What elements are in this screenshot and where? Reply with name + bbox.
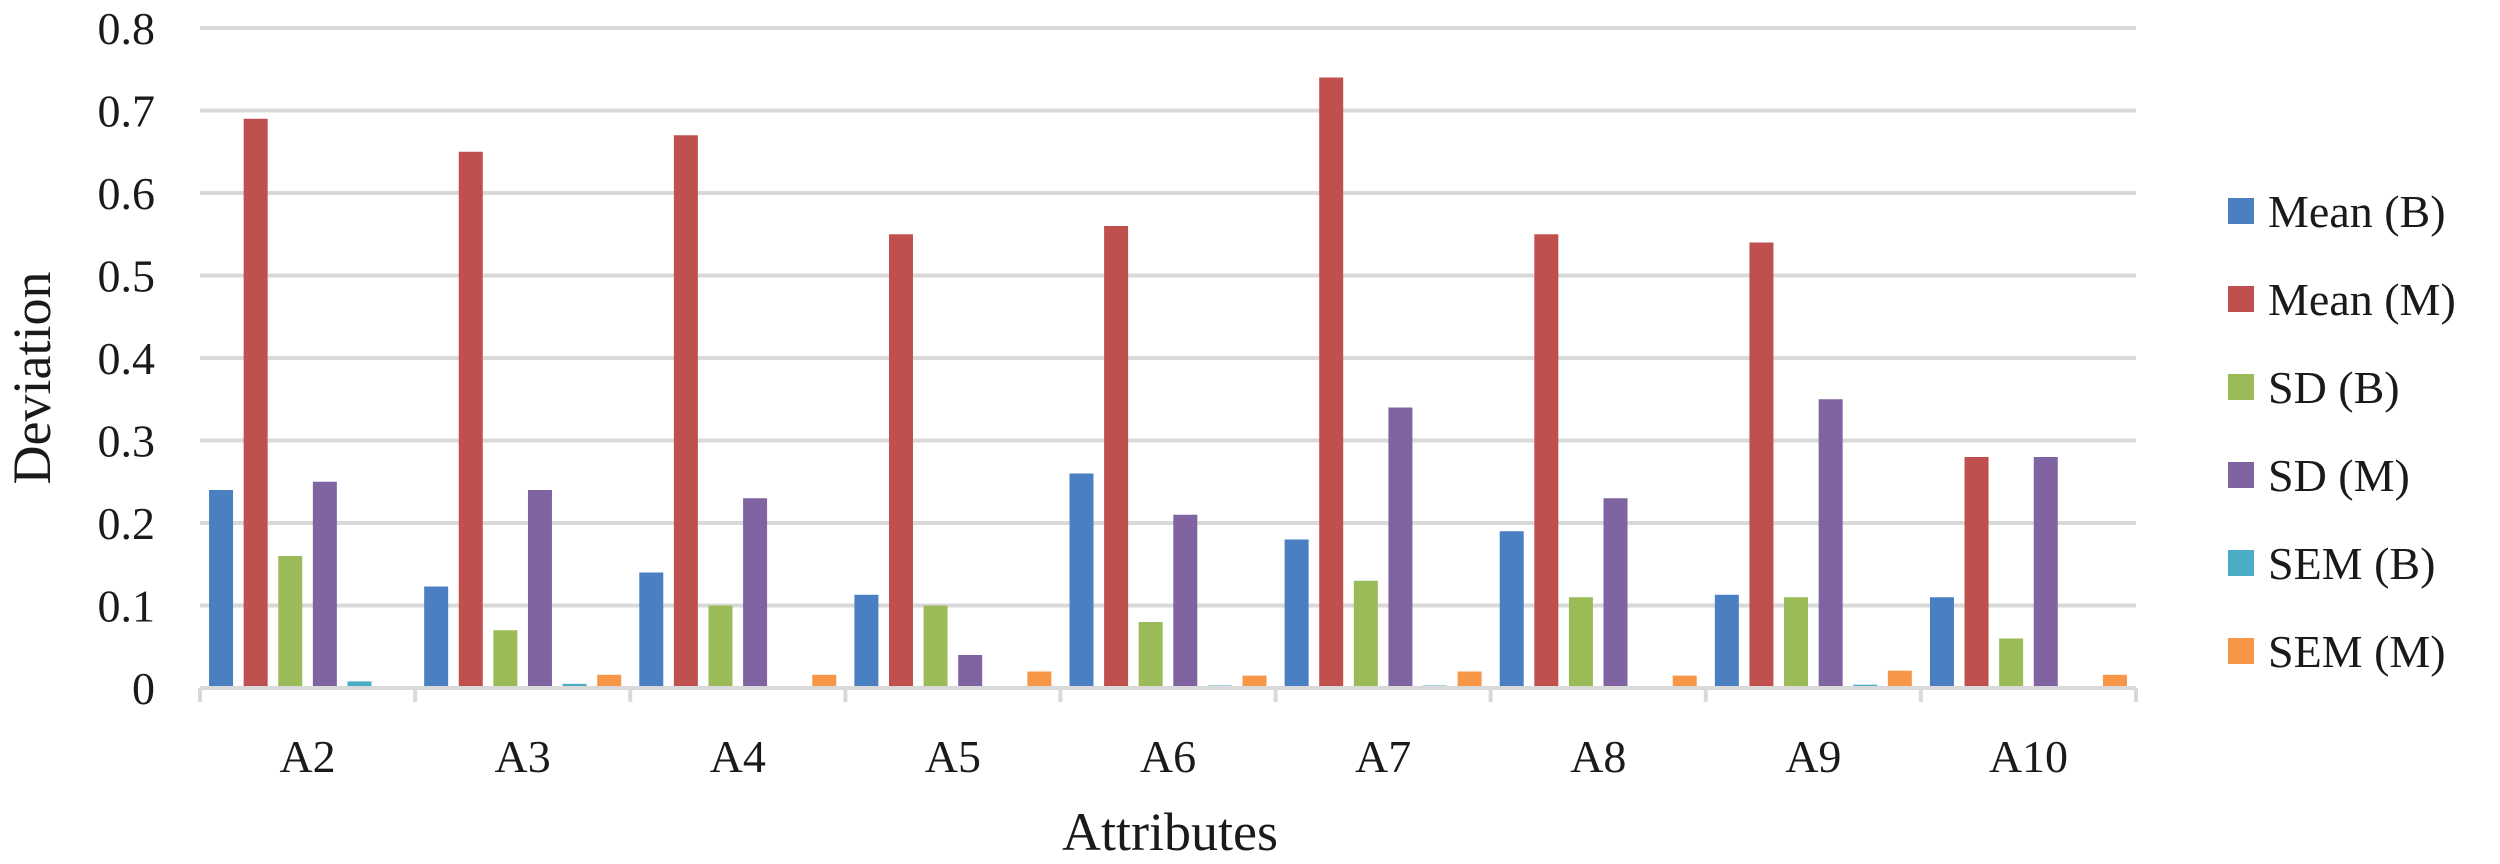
bar — [708, 605, 733, 688]
y-axis-ticks: 0 0.1 0.2 0.3 0.4 0.5 0.6 0.7 0.8 — [98, 3, 156, 714]
bar — [458, 151, 483, 688]
legend-label: SEM (B) — [2268, 538, 2435, 589]
legend-label: Mean (M) — [2268, 274, 2456, 325]
bar — [243, 118, 268, 688]
y-tick-label: 0 — [132, 663, 155, 714]
x-tick-label: A4 — [710, 731, 766, 782]
bar — [1929, 597, 1954, 688]
bar — [1457, 671, 1482, 688]
bar — [1499, 531, 1524, 688]
bar — [1069, 473, 1094, 688]
x-tick-label: A5 — [925, 731, 981, 782]
bar — [1964, 457, 1989, 688]
bars — [209, 77, 2127, 688]
bar — [1534, 234, 1559, 688]
legend-label: SD (B) — [2268, 362, 2400, 413]
x-tick-label: A7 — [1355, 731, 1411, 782]
bar — [347, 681, 372, 688]
bar — [1242, 675, 1267, 688]
bar — [1138, 622, 1163, 688]
x-axis — [198, 686, 2138, 702]
y-tick-label: 0.3 — [98, 416, 156, 467]
bar — [1027, 671, 1052, 688]
bar — [424, 586, 449, 688]
x-tick-label: A6 — [1140, 731, 1196, 782]
bar — [1388, 407, 1413, 688]
bar — [958, 655, 983, 688]
legend-label: SD (M) — [2268, 450, 2410, 501]
x-tick-label: A2 — [279, 731, 335, 782]
y-tick-label: 0.1 — [98, 581, 156, 632]
legend: Mean (B) Mean (M) SD (B) SD (M) SEM (B) SEM (… — [2228, 186, 2456, 677]
gridlines — [200, 26, 2136, 608]
bar — [1784, 597, 1809, 688]
legend-label: SEM (M) — [2268, 626, 2446, 677]
bar — [1672, 675, 1697, 688]
bar — [527, 490, 552, 688]
legend-swatch — [2228, 462, 2254, 488]
y-tick-label: 0.2 — [98, 498, 156, 549]
bar — [1568, 597, 1593, 688]
bar — [1818, 399, 1843, 688]
y-tick-label: 0.8 — [98, 3, 156, 54]
bar — [854, 594, 879, 688]
bar — [639, 572, 664, 688]
bar — [743, 498, 768, 688]
bar — [562, 683, 587, 688]
bar — [2033, 457, 2058, 688]
bar — [1284, 539, 1309, 688]
bar — [923, 605, 948, 688]
bar — [597, 674, 622, 688]
bar — [1319, 77, 1344, 688]
bar — [2102, 674, 2127, 688]
legend-label: Mean (B) — [2268, 186, 2446, 237]
legend-swatch — [2228, 198, 2254, 224]
bar — [1714, 594, 1739, 688]
bar — [1173, 514, 1198, 688]
x-tick-label: A10 — [1989, 731, 2068, 782]
bar — [1104, 226, 1129, 688]
bar — [312, 481, 337, 688]
bar — [493, 630, 518, 688]
x-tick-label: A3 — [495, 731, 551, 782]
legend-swatch — [2228, 374, 2254, 400]
bar — [812, 674, 837, 688]
y-tick-label: 0.6 — [98, 168, 156, 219]
legend-swatch — [2228, 550, 2254, 576]
bar — [888, 234, 913, 688]
x-axis-title: Attributes — [1062, 802, 1278, 862]
bar — [1353, 580, 1378, 688]
bar — [673, 135, 698, 688]
y-tick-label: 0.5 — [98, 251, 156, 302]
y-tick-label: 0.4 — [98, 333, 156, 384]
x-tick-label: A9 — [1785, 731, 1841, 782]
bar — [1887, 670, 1912, 688]
x-axis-ticks: A2 A3 A4 A5 A6 A7 A8 A9 A10 — [279, 731, 2068, 782]
x-tick-label: A8 — [1570, 731, 1626, 782]
bar — [209, 490, 234, 688]
bar — [278, 556, 303, 688]
bar — [1603, 498, 1628, 688]
legend-swatch — [2228, 638, 2254, 664]
bar — [1999, 638, 2024, 688]
y-axis-title: Deviation — [2, 272, 62, 485]
y-tick-label: 0.7 — [98, 86, 156, 137]
legend-swatch — [2228, 286, 2254, 312]
bar — [1749, 242, 1774, 688]
